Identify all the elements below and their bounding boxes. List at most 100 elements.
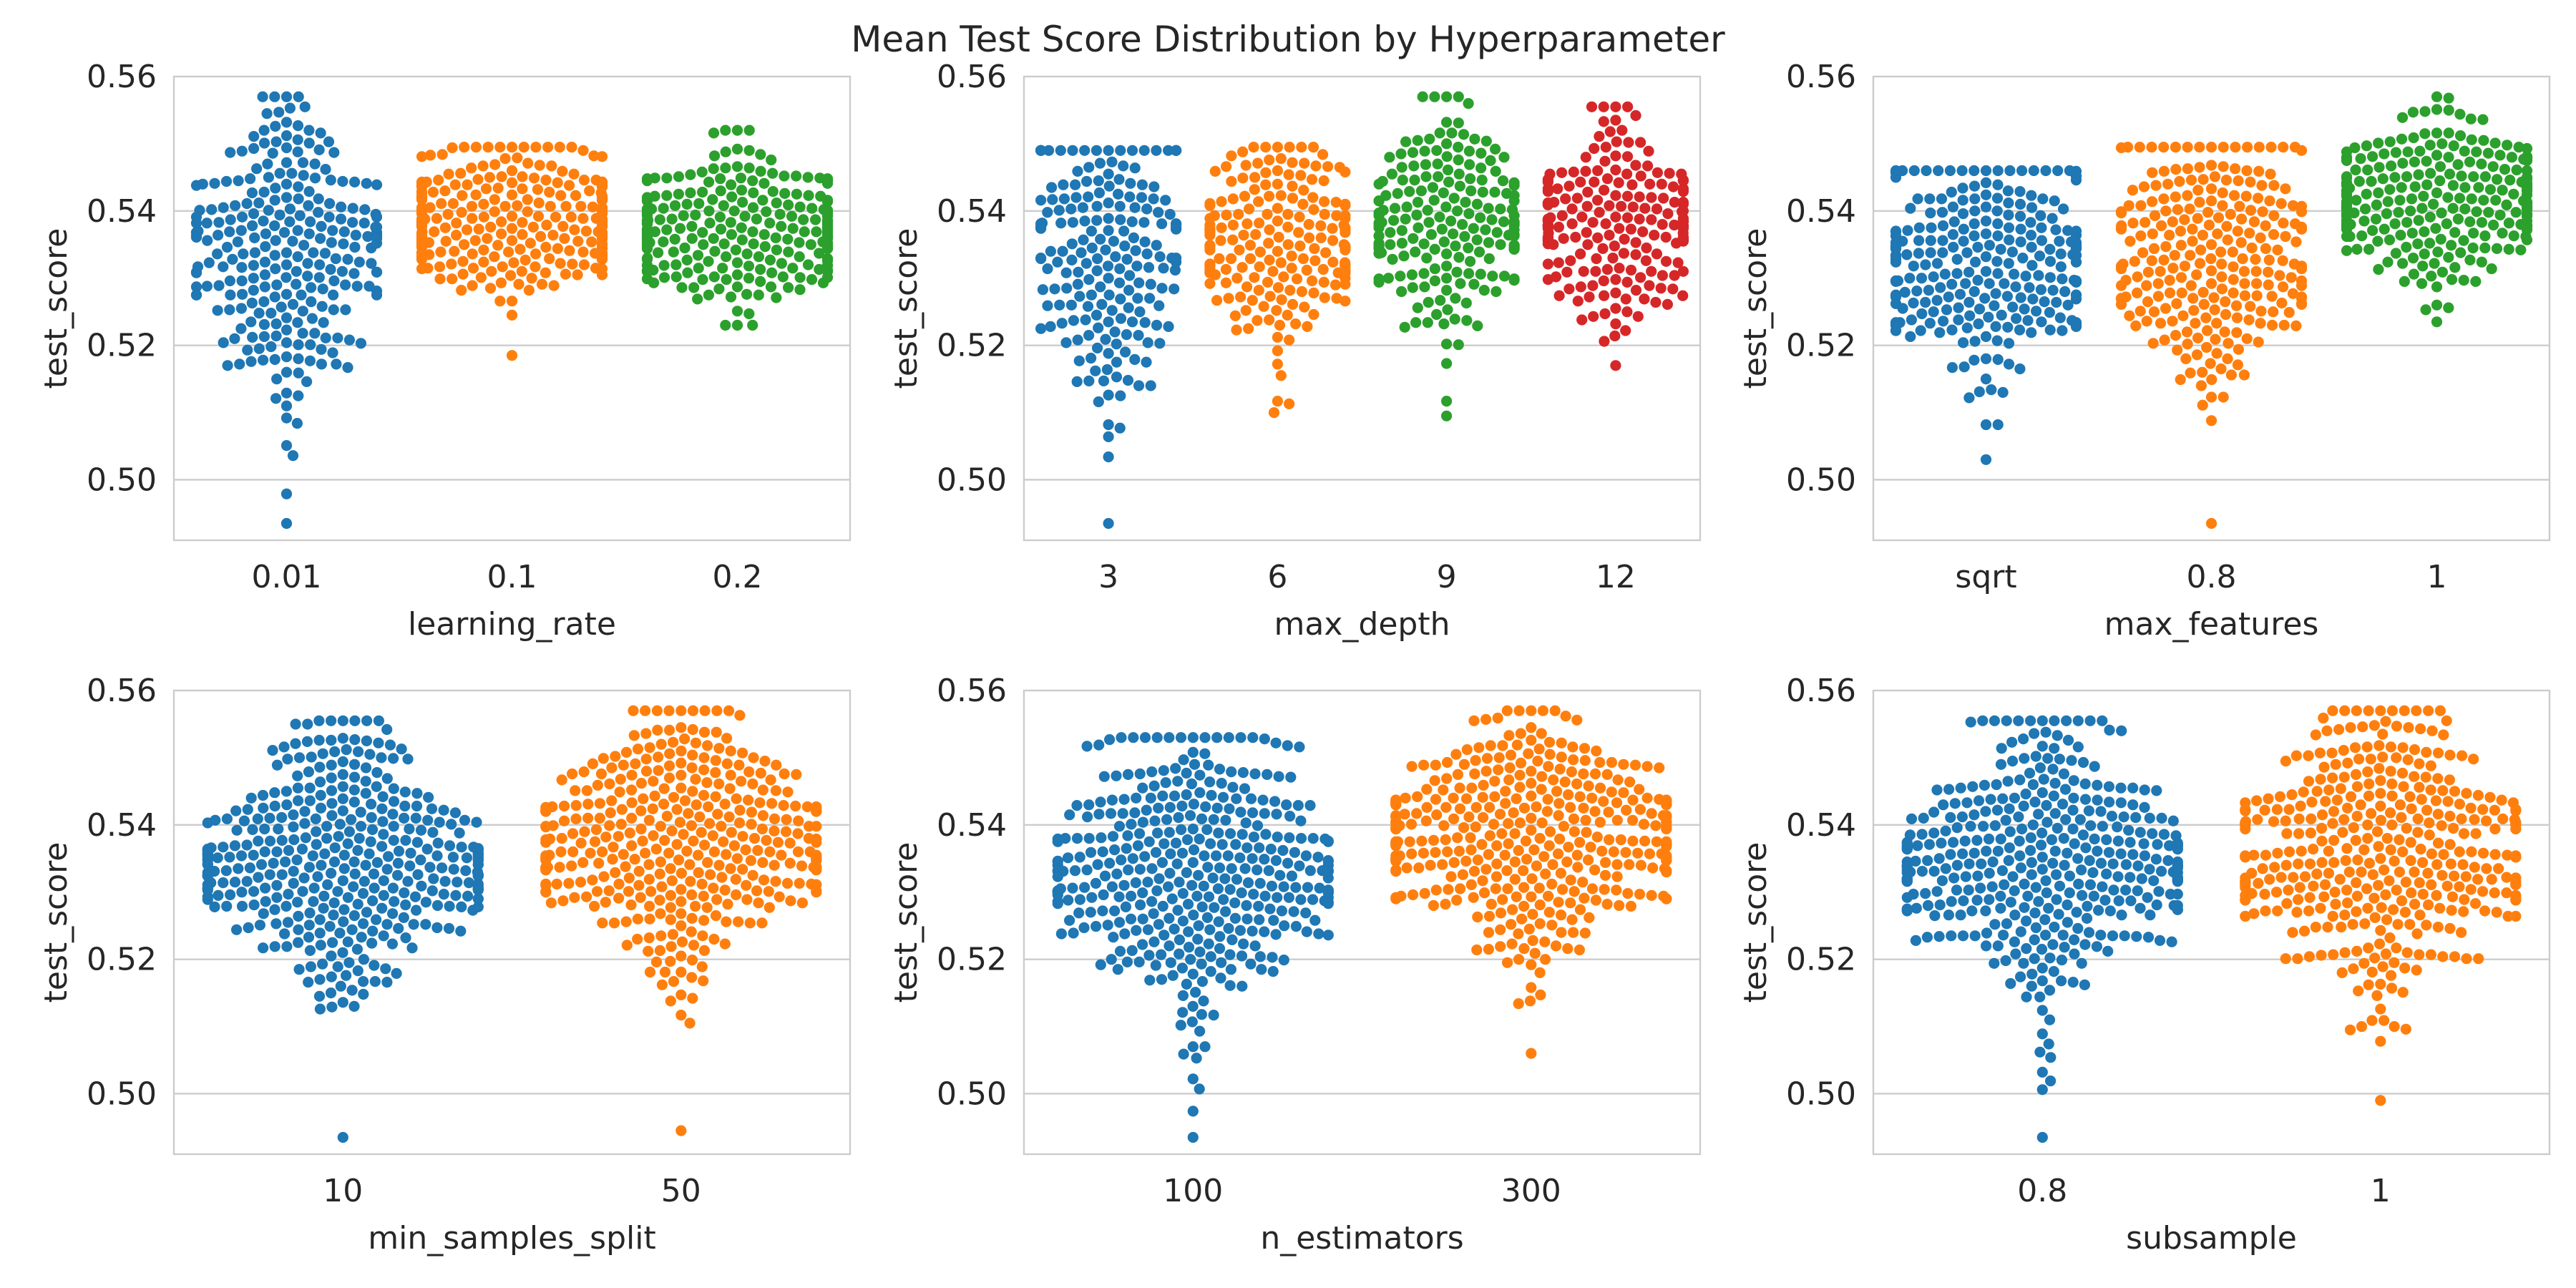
data-point bbox=[666, 825, 678, 836]
data-point bbox=[699, 705, 711, 716]
data-point bbox=[597, 846, 608, 857]
data-point bbox=[1385, 239, 1396, 250]
data-point bbox=[698, 890, 709, 902]
data-point bbox=[2274, 791, 2286, 802]
data-point bbox=[2424, 140, 2436, 151]
data-point bbox=[1103, 145, 1114, 156]
data-point bbox=[711, 726, 722, 738]
data-point bbox=[2489, 849, 2501, 860]
data-point bbox=[746, 819, 757, 830]
data-point bbox=[600, 831, 612, 843]
data-point bbox=[2139, 850, 2150, 862]
data-point bbox=[2132, 271, 2143, 283]
data-point bbox=[723, 705, 735, 716]
data-point bbox=[2036, 827, 2048, 839]
data-point bbox=[1296, 286, 1307, 298]
data-point bbox=[2044, 1014, 2056, 1025]
data-point bbox=[2044, 307, 2055, 318]
data-point bbox=[1438, 236, 1450, 248]
data-point bbox=[1568, 754, 1579, 766]
data-point bbox=[2357, 721, 2368, 733]
data-point bbox=[2036, 235, 2047, 246]
data-point bbox=[1249, 940, 1261, 952]
data-point bbox=[314, 776, 326, 788]
data-point bbox=[2513, 142, 2524, 153]
data-point bbox=[328, 897, 340, 909]
data-point bbox=[303, 125, 315, 136]
data-point bbox=[1527, 935, 1538, 946]
data-point bbox=[654, 945, 666, 956]
data-point bbox=[1576, 211, 1588, 223]
data-point bbox=[2265, 142, 2277, 153]
data-point bbox=[1407, 889, 1419, 901]
data-point bbox=[757, 195, 769, 206]
data-point bbox=[747, 319, 758, 331]
data-point bbox=[1478, 887, 1491, 899]
data-point bbox=[1416, 835, 1428, 847]
data-point bbox=[337, 733, 348, 744]
data-point bbox=[327, 937, 338, 948]
data-point bbox=[2067, 823, 2079, 835]
data-point bbox=[314, 259, 326, 270]
data-point bbox=[2251, 278, 2263, 289]
data-point bbox=[326, 798, 338, 809]
data-point bbox=[1240, 817, 1252, 829]
data-point bbox=[280, 130, 293, 142]
data-point bbox=[2350, 164, 2361, 176]
data-point bbox=[1412, 135, 1423, 146]
data-point bbox=[721, 916, 732, 927]
data-point bbox=[2502, 140, 2513, 151]
data-point bbox=[373, 737, 384, 748]
data-point bbox=[1441, 273, 1453, 284]
data-point bbox=[2323, 867, 2334, 879]
data-point bbox=[270, 235, 281, 246]
data-point bbox=[2287, 927, 2298, 938]
data-point bbox=[1264, 314, 1275, 326]
data-point bbox=[326, 759, 337, 771]
data-point bbox=[2432, 246, 2444, 258]
data-point bbox=[698, 789, 710, 801]
data-point bbox=[2348, 822, 2359, 834]
data-point bbox=[1284, 142, 1295, 153]
data-point bbox=[2245, 205, 2257, 216]
data-point bbox=[1396, 162, 1407, 173]
data-point bbox=[1929, 910, 1941, 922]
data-point bbox=[2394, 867, 2405, 878]
data-point bbox=[1229, 912, 1241, 924]
data-point bbox=[304, 355, 316, 366]
data-point bbox=[1465, 844, 1477, 856]
data-point bbox=[2218, 391, 2229, 403]
data-point bbox=[447, 273, 458, 285]
data-point bbox=[1330, 279, 1341, 291]
data-point bbox=[575, 200, 587, 212]
data-point bbox=[1102, 260, 1114, 272]
data-point bbox=[1294, 741, 1305, 753]
data-point bbox=[2218, 142, 2229, 153]
data-point bbox=[1979, 293, 1991, 304]
data-point bbox=[2266, 291, 2278, 302]
data-point bbox=[2058, 768, 2069, 780]
data-point bbox=[1373, 276, 1385, 288]
data-point bbox=[1989, 715, 2000, 726]
data-point bbox=[478, 198, 489, 210]
data-point bbox=[2380, 716, 2391, 727]
data-point bbox=[2130, 811, 2142, 824]
data-point bbox=[2036, 1028, 2048, 1040]
data-point bbox=[1223, 732, 1234, 743]
data-point bbox=[1294, 211, 1305, 223]
data-point bbox=[258, 802, 269, 814]
swarm-10 bbox=[202, 715, 484, 1143]
data-point bbox=[1672, 257, 1684, 268]
data-point bbox=[1411, 808, 1423, 819]
data-point bbox=[2281, 898, 2293, 909]
data-point bbox=[1579, 743, 1591, 754]
data-point bbox=[2441, 218, 2452, 230]
data-point bbox=[2287, 288, 2299, 299]
data-point bbox=[2373, 263, 2384, 275]
data-point bbox=[1610, 211, 1621, 223]
data-point bbox=[279, 928, 291, 940]
data-point bbox=[2426, 848, 2437, 859]
data-point bbox=[2129, 255, 2140, 267]
data-point bbox=[632, 743, 644, 755]
data-point bbox=[679, 795, 691, 806]
